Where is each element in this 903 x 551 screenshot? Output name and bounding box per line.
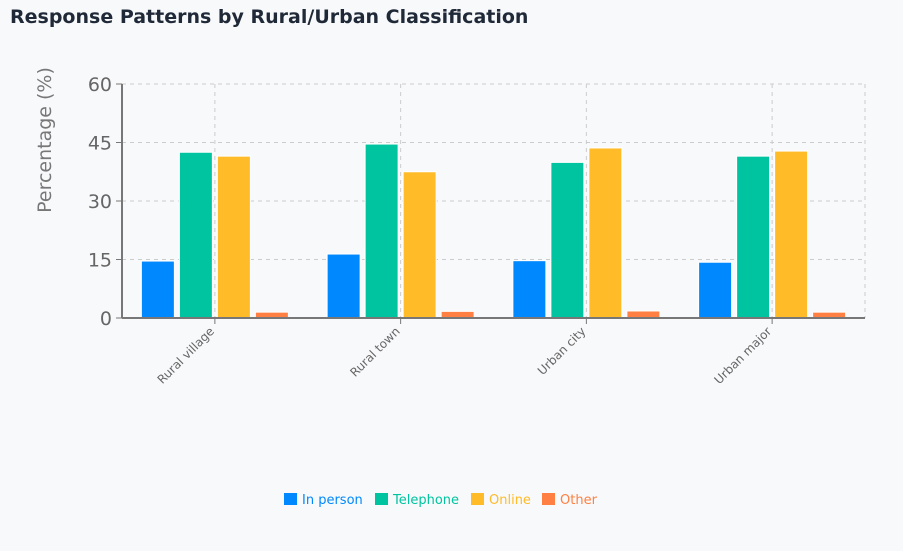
bar-in-person [140, 260, 175, 319]
bar-telephone [178, 151, 213, 319]
x-tick-label: Rural town [347, 324, 402, 379]
y-tick-label: 45 [88, 133, 112, 155]
legend-swatch-other [542, 493, 555, 505]
y-tick-label: 60 [88, 74, 112, 96]
bar-in-person [512, 260, 547, 319]
legend-label: Telephone [392, 493, 459, 508]
y-tick-label: 0 [100, 308, 112, 330]
chart-title: Response Patterns by Rural/Urban Classif… [10, 6, 529, 28]
legend-label: Online [489, 493, 531, 508]
legend-swatch-telephone [375, 493, 388, 505]
legend-label: In person [302, 493, 363, 508]
bar-online [402, 171, 437, 319]
x-tick-label: Rural village [155, 324, 217, 386]
legend: In person Telephone Online Other [284, 493, 598, 508]
bar-online [774, 150, 809, 319]
bar-online [588, 147, 623, 319]
bar-in-person [326, 253, 361, 319]
legend-label: Other [560, 493, 598, 508]
legend-swatch-in-person [284, 493, 297, 505]
y-axis-label: Percentage (%) [34, 67, 56, 213]
y-tick-label: 30 [88, 191, 112, 213]
bar-other [626, 310, 661, 319]
bars [140, 143, 847, 319]
y-tick-label: 15 [88, 250, 112, 272]
bar-telephone [364, 143, 399, 319]
legend-swatch-online [471, 493, 484, 505]
bar-online [216, 155, 251, 319]
x-tick-label: Urban city [535, 324, 589, 378]
bar-telephone [550, 161, 585, 319]
x-tick-label: Urban major [711, 324, 774, 387]
bar-in-person [698, 261, 733, 319]
bar-telephone [736, 155, 771, 319]
